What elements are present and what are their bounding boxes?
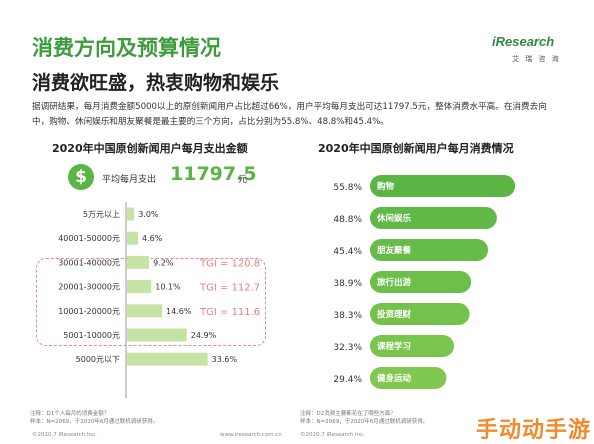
intro-paragraph: 据调研结果，每月消费金额5000以上的原创新闻用户占比超过66%，用户平均每月支… — [32, 102, 547, 127]
dollar-icon: $ — [68, 164, 94, 190]
right-footnote: 注释：D2消费主要都花在了哪些方面？ 样本：N=2069，于2020年6月通过联… — [300, 411, 429, 425]
left-bar — [127, 280, 152, 294]
right-value-label: 32.3% — [333, 343, 362, 353]
avg-spend-unit: 元 — [238, 175, 248, 185]
page-title: 消费方向及预算情况 — [32, 36, 221, 60]
left-value-label: 33.6% — [212, 355, 238, 364]
left-value-label: 3.0% — [138, 210, 159, 219]
left-category-label: 5万元以上 — [83, 210, 120, 219]
right-bar — [370, 207, 497, 229]
right-bar — [370, 303, 470, 325]
right-value-label: 38.9% — [333, 279, 362, 289]
left-value-label: 9.2% — [153, 258, 174, 267]
left-category-label: 5000元以下 — [76, 355, 120, 364]
iresearch-logo: iResearch 艾 瑞 咨 询 — [492, 34, 572, 74]
right-category-label: 朋友聚餐 — [376, 245, 412, 256]
left-value-label: 4.6% — [142, 234, 163, 243]
copyright-right: ©2020.7 iResearch Inc. — [300, 432, 365, 438]
left-bar — [127, 328, 187, 342]
right-category-label: 购物 — [376, 181, 395, 192]
left-footnote: 注释：D1个人每月的消费金额？ 样本：N=2069，于2020年6月通过联机调研… — [30, 411, 159, 425]
left-category-label: 30001-40000元 — [58, 258, 120, 267]
left-value-label: 24.9% — [191, 331, 217, 340]
right-category-label: 休闲娱乐 — [376, 213, 412, 224]
watermark: 手动动手游 — [476, 418, 592, 443]
left-bar — [127, 207, 135, 221]
right-bar — [370, 239, 489, 261]
right-category-label: 投资理财 — [377, 309, 412, 320]
right-category-label: 健身运动 — [377, 373, 412, 384]
right-value-label: 45.4% — [333, 247, 362, 257]
left-bar — [127, 352, 208, 366]
tgi-highlight-box — [36, 258, 266, 346]
left-bar — [127, 304, 163, 318]
avg-spend-value: 11797.5 — [170, 163, 257, 185]
right-chart-title: 2020年中国原创新闻用户每月消费情况 — [318, 142, 514, 155]
left-category-label: 20001-30000元 — [58, 283, 120, 292]
right-value-label: 29.4% — [333, 375, 362, 385]
left-chart-title: 2020年中国原创新闻用户每月支出金额 — [52, 142, 248, 155]
left-category-label: 10001-20000元 — [58, 307, 120, 316]
tgi-annotation: TGI = 111.6 — [199, 307, 260, 318]
left-category-label: 5001-10000元 — [63, 331, 120, 340]
right-value-label: 38.3% — [333, 311, 362, 321]
left-bar — [127, 231, 139, 245]
right-value-label: 48.8% — [333, 215, 362, 225]
tgi-annotation: TGI = 120.8 — [199, 258, 260, 269]
tgi-annotation: TGI = 112.7 — [199, 283, 260, 294]
right-bar — [370, 335, 454, 357]
right-bar — [370, 175, 516, 197]
right-bar — [370, 271, 472, 293]
page-subtitle: 消费欲旺盛，热衷购物和娱乐 — [32, 72, 280, 94]
left-value-label: 10.1% — [155, 283, 181, 292]
left-value-label: 14.6% — [166, 307, 192, 316]
copyright-left: ©2020.7 iResearch Inc. — [32, 432, 97, 438]
left-bar — [127, 255, 150, 269]
right-category-label: 旅行出游 — [376, 277, 412, 288]
website: www.iresearch.com.cn — [220, 432, 282, 438]
avg-spend-label: 平均每月支出 — [102, 175, 157, 185]
right-bar — [370, 367, 447, 389]
right-category-label: 课程学习 — [377, 341, 411, 352]
logo-subtext: 艾 瑞 咨 询 — [512, 55, 561, 63]
logo-text: iResearch — [492, 34, 555, 49]
right-value-label: 55.8% — [333, 183, 362, 193]
left-category-label: 40001-50000元 — [58, 234, 120, 243]
